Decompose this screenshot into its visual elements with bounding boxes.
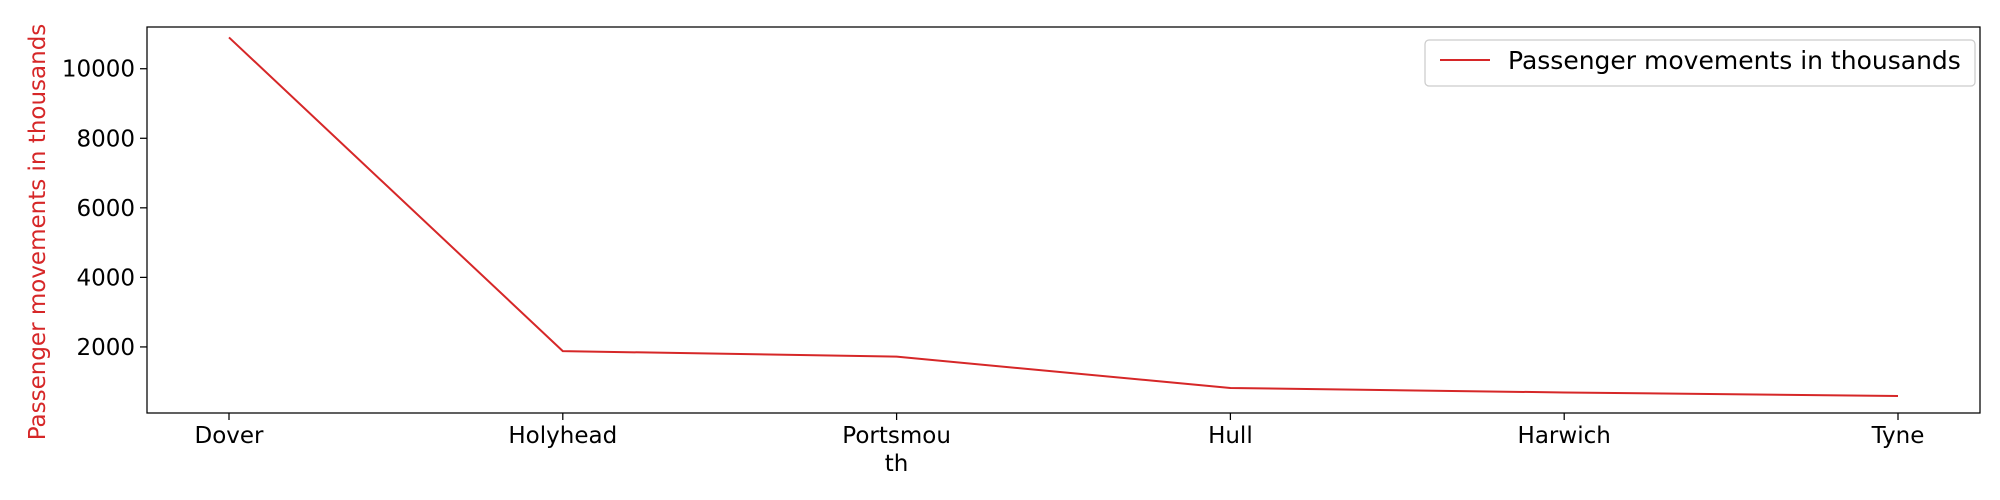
x-tick-label: Dover: [195, 423, 265, 449]
x-tick-label: Holyhead: [508, 423, 617, 449]
y-axis-title: Passenger movements in thousands: [25, 24, 51, 441]
plot-frame: [146, 26, 1981, 414]
x-tick-label: Tyne: [1871, 423, 1925, 449]
legend: Passenger movements in thousands: [1424, 39, 1976, 87]
x-tick-label: Portsmou: [842, 423, 951, 449]
y-tick-label: 4000: [76, 265, 135, 291]
x-tick-label: th: [885, 451, 909, 477]
y-tick-label: 8000: [76, 126, 135, 152]
legend-label: Passenger movements in thousands: [1508, 46, 1961, 75]
series-line-0: [228, 36, 1899, 397]
series-layer: [228, 36, 1899, 397]
x-tick-label: Harwich: [1518, 423, 1611, 449]
y-tick-label: 6000: [76, 196, 135, 222]
y-axis-ticks: 2000 4000 6000 8000 10000: [62, 57, 147, 361]
legend-box: [1424, 39, 1976, 87]
y-tick-label: 2000: [76, 335, 135, 361]
x-tick-label: Hull: [1208, 423, 1253, 449]
y-tick-label: 10000: [62, 57, 135, 83]
